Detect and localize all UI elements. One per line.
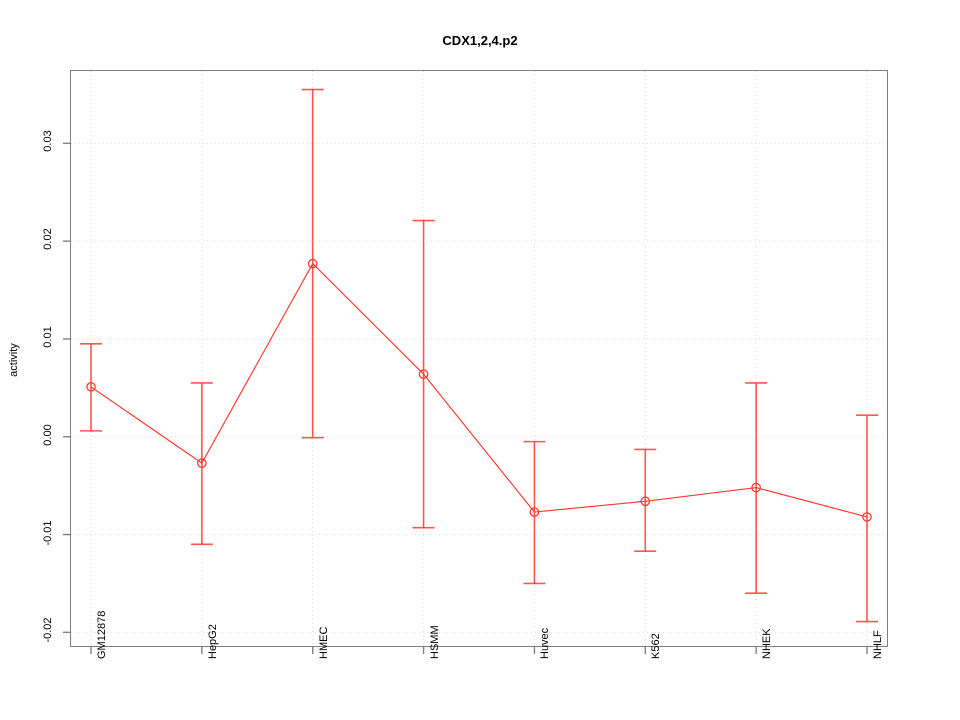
series-line <box>90 262 868 518</box>
x-tick-label: GM12878 <box>96 610 108 659</box>
x-tick-label: HSMM <box>428 625 441 659</box>
x-tick-label: K562 <box>650 633 663 659</box>
data-point <box>862 512 872 522</box>
y-tick-label: -0.02 <box>42 617 54 643</box>
x-tick-label: NHEK <box>761 628 774 659</box>
y-tick-label: -0.01 <box>42 520 54 546</box>
data-point <box>197 458 207 468</box>
y-tick-label: 0.01 <box>42 326 54 348</box>
data-point <box>529 507 540 517</box>
y-tick-label: 0.03 <box>42 130 54 153</box>
data-point <box>418 369 429 379</box>
y-tick-label: 0.02 <box>42 228 54 250</box>
x-tick-label: HepG2 <box>206 624 219 659</box>
y-tick-label: 0.00 <box>42 424 54 446</box>
data-points <box>86 258 872 522</box>
error-bars <box>80 88 878 623</box>
data-point <box>640 496 651 507</box>
data-point <box>307 258 318 269</box>
data-point <box>751 482 761 493</box>
plot-frame <box>70 70 888 647</box>
grid-lines <box>71 71 887 646</box>
data-point <box>86 382 96 392</box>
chart-title: CDX1,2,4.p2 <box>442 33 518 48</box>
x-tick-label: Huvec <box>539 627 552 659</box>
x-tick-label: NHLF <box>872 630 884 659</box>
x-tick-label: HMEC <box>317 626 330 659</box>
y-axis-ticks <box>63 142 70 634</box>
x-axis-ticks <box>90 647 868 654</box>
